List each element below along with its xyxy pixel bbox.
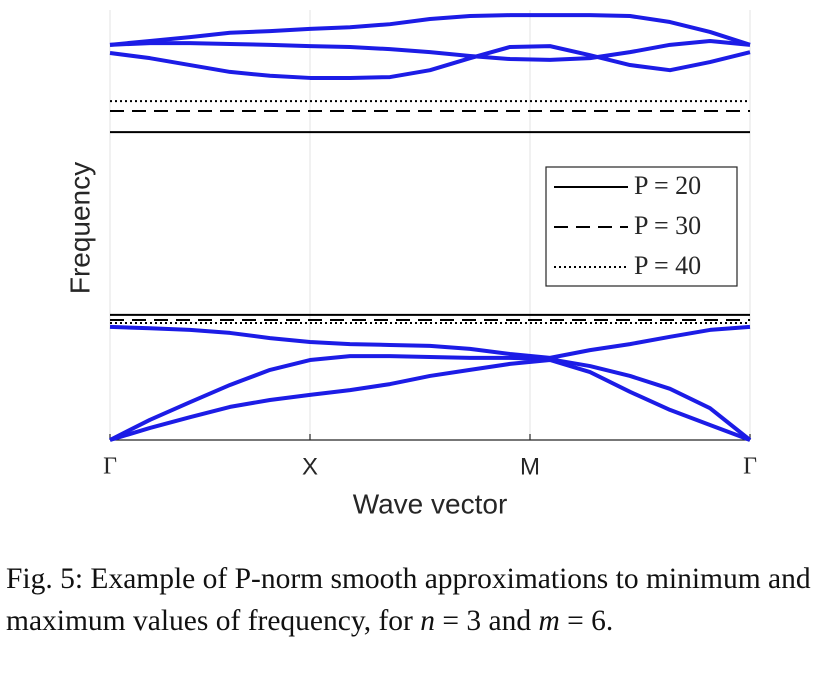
x-tick-label: M [520, 453, 540, 480]
legend-label: P = 20 [634, 171, 701, 200]
caption-part: Fig. 5: Example of P-norm smooth approxi… [6, 563, 811, 637]
x-axis-label: Wave vector [353, 488, 508, 519]
caption-part: = 6. [559, 605, 614, 637]
caption-part: = 3 and [434, 605, 539, 637]
y-axis-label: Frequency [64, 162, 95, 294]
band-curve [109, 38, 751, 62]
chart: Wave vector Frequency Γ X M ΓP = 20P = 30P … [64, 10, 757, 519]
legend: P = 20 P = 30 P = 40 [545, 166, 738, 287]
x-tick-label: Γ [103, 454, 117, 480]
caption-part: m [538, 605, 560, 637]
band-curve [109, 324, 751, 360]
band-curve [109, 354, 752, 442]
caption-part: n [420, 605, 435, 637]
x-tick-label: X [302, 453, 318, 480]
legend-label: P = 40 [634, 251, 701, 280]
band-curve [109, 13, 751, 47]
caption: Fig. 5: Example of P-norm smooth approxi… [6, 558, 828, 642]
band-curve [109, 358, 751, 442]
band-curve [109, 44, 751, 80]
legend-label: P = 30 [634, 211, 701, 240]
x-tick-label: Γ [743, 454, 757, 480]
